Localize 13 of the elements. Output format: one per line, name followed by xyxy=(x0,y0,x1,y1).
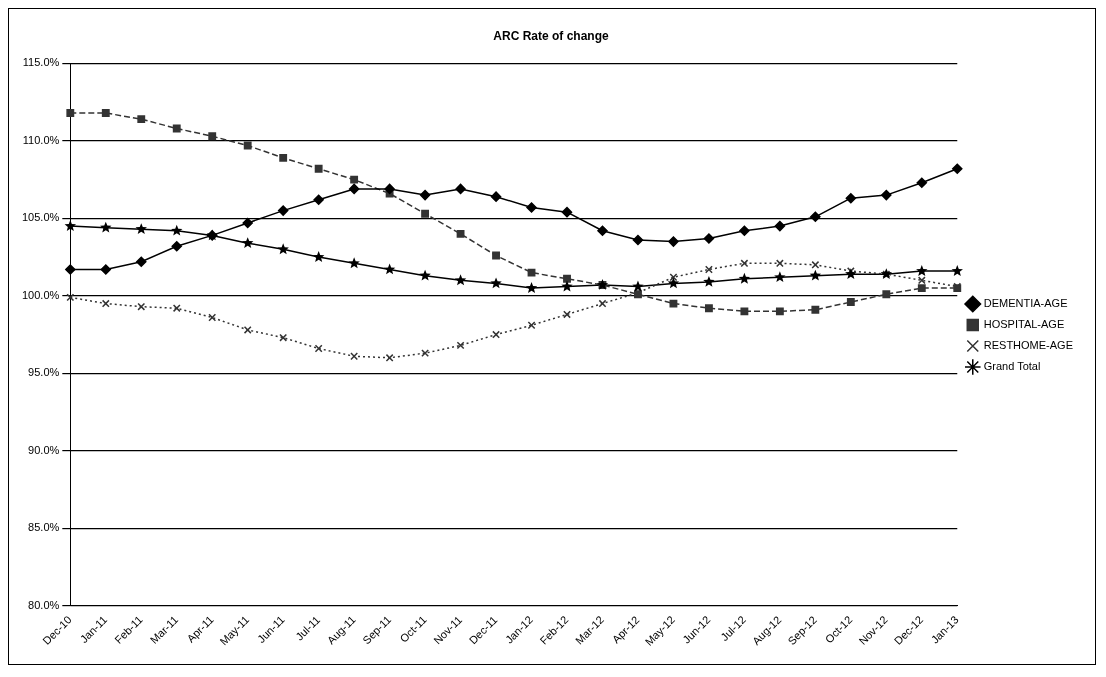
y-tick-label: 100.0% xyxy=(22,288,60,301)
chart-title: ARC Rate of change xyxy=(493,28,609,43)
legend-label: RESTHOME-AGE xyxy=(983,339,1073,352)
y-tick-label: 95.0% xyxy=(28,366,60,379)
legend-label: Grand Total xyxy=(983,360,1041,373)
y-tick-label: 85.0% xyxy=(28,521,60,534)
legend-label: DEMENTIA-AGE xyxy=(983,297,1068,310)
y-tick-label: 110.0% xyxy=(22,133,60,146)
y-tick-label: 80.0% xyxy=(28,598,60,611)
y-tick-label: 90.0% xyxy=(28,443,60,456)
legend-label: HOSPITAL-AGE xyxy=(983,318,1065,331)
y-tick-label: 105.0% xyxy=(22,211,60,224)
y-tick-label: 115.0% xyxy=(22,56,60,69)
